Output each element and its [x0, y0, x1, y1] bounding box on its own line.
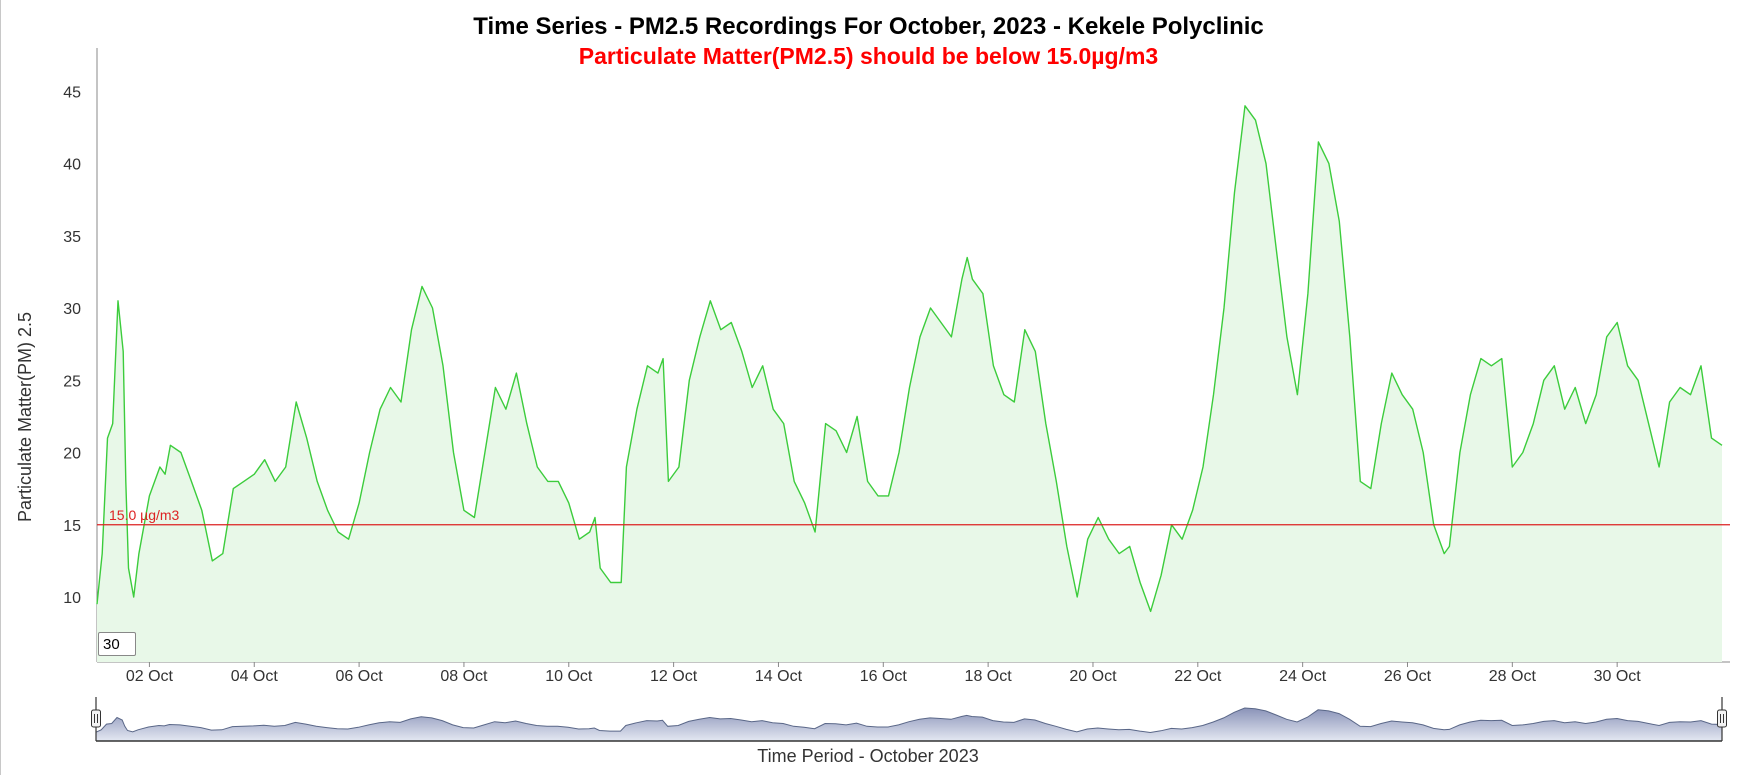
y-axis-title: Particulate Matter(PM) 2.5 [15, 312, 35, 522]
threshold-label: 15.0 µg/m3 [109, 507, 180, 523]
x-tick-label: 24 Oct [1279, 668, 1327, 685]
chart-subtitle: Particulate Matter(PM2.5) should be belo… [578, 43, 1159, 69]
x-tick-label: 18 Oct [965, 668, 1013, 685]
rolling-window-input[interactable] [98, 632, 136, 656]
series-area-fill [97, 105, 1722, 663]
x-tick-label: 12 Oct [650, 668, 698, 685]
x-tick-label: 28 Oct [1489, 668, 1537, 685]
left-border-rule [0, 0, 1, 775]
x-tick-label: 20 Oct [1069, 668, 1117, 685]
series-line [96, 105, 1723, 613]
x-tick-label: 08 Oct [440, 668, 488, 685]
x-tick-label: 26 Oct [1384, 668, 1432, 685]
y-tick-label: 45 [63, 84, 81, 101]
x-tick-label: 10 Oct [545, 668, 593, 685]
navigator-area [96, 708, 1722, 741]
y-tick-label: 10 [63, 590, 81, 607]
chart-title: Time Series - PM2.5 Recordings For Octob… [473, 13, 1264, 40]
x-tick-label: 16 Oct [860, 668, 908, 685]
navigator-line [95, 707, 1723, 734]
x-tick-label: 30 Oct [1594, 668, 1642, 685]
x-axis-title: Time Period - October 2023 [757, 746, 978, 766]
x-tick-label: 14 Oct [755, 668, 803, 685]
x-tick-label: 22 Oct [1174, 668, 1222, 685]
threshold-layer: 15.0 µg/m3 [97, 507, 1730, 526]
x-tick-label: 04 Oct [231, 668, 279, 685]
y-tick-label: 25 [63, 373, 81, 390]
y-tick-label: 40 [63, 157, 81, 174]
y-tick-label: 20 [63, 446, 81, 463]
x-tick-label: 02 Oct [126, 668, 174, 685]
series-layer [96, 105, 1723, 663]
navigator[interactable] [91, 697, 1727, 742]
y-tick-label: 30 [63, 301, 81, 318]
y-tick-label: 35 [63, 229, 81, 246]
axis-layer: 10 15 20 25 30 35 40 45 02 Oct 04 Oct 06 Oct 08 Oct… [63, 48, 1730, 685]
navigator-right-handle[interactable] [1717, 709, 1727, 728]
x-tick-label: 06 Oct [336, 668, 384, 685]
navigator-left-handle[interactable] [91, 709, 101, 728]
y-tick-label: 15 [63, 518, 81, 535]
